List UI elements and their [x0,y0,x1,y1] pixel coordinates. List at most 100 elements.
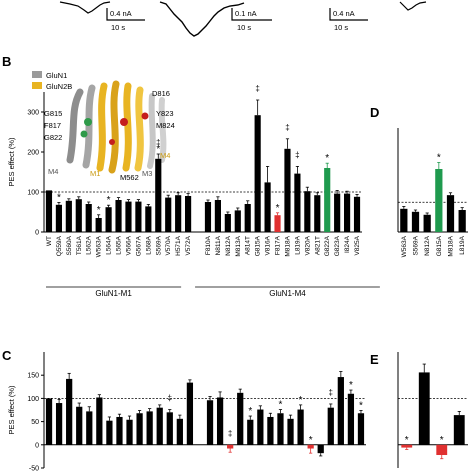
bar-b-25 [294,173,301,232]
y-tick-label-b-1: 100 [27,190,39,197]
bar-b-5 [95,218,102,232]
dagger-marker-c-12: ‡ [168,394,172,403]
dagger-marker-c-28: ‡ [329,388,333,397]
helix-label-m1: M1 [90,169,100,178]
bar-c-10 [146,411,153,445]
bar-b-24 [284,148,291,232]
x-tick-label-b-21: G815A [255,235,262,256]
scalebar-1-time: 10 s [111,23,125,32]
bar-b-26 [304,191,311,232]
star-marker-b-6: * [107,195,111,206]
x-tick-label-b-24: M818A [284,235,291,256]
bar-d-5 [458,210,466,232]
bar-e-1 [418,372,430,445]
chart-panel-d: W563A S569A N812A * G815A M818A L819A [397,128,468,257]
panel-label-b: B [2,54,11,69]
x-tick-label-b-10: L568A [145,235,152,254]
bar-c-0 [45,398,53,445]
scalebar-3-current: 0.4 nA [333,9,355,18]
bar-c-3 [76,406,83,445]
bar-c-23 [277,413,284,445]
scalebar-2-current: 0.1 nA [235,9,257,18]
x-tick-label-b-17: N811A [215,235,222,255]
bar-b-16 [204,202,212,232]
star-marker-c-23: * [279,400,283,411]
dagger-marker-b-11: ‡ [156,138,160,147]
x-tick-label-d-1: S569A [413,235,420,255]
residue-label-g815: G815 [44,109,62,118]
bar-b-22 [264,182,271,232]
legend-swatch-glun2b [32,82,42,89]
chart-panel-e: * * [397,352,468,468]
legend-label-glun2b: GluN2B [46,82,72,91]
bar-b-10 [145,206,152,232]
helix-label-m3: M3 [142,169,152,178]
panel-label-c: C [2,348,12,363]
y-tick-label-c-2: 50 [31,419,39,426]
x-tick-label-b-18: N812A [225,235,232,256]
scalebar-2 [231,8,272,21]
x-tick-label-b-27: A821T [314,236,321,255]
residue-label-d816: D816 [152,89,170,98]
bar-b-17 [214,200,221,232]
bar-b-4 [85,204,92,232]
bar-b-1 [55,204,62,232]
y-tick-label-b-3: 300 [27,110,39,117]
bar-e-0 [401,444,413,448]
bar-c-6 [106,420,113,445]
x-tick-label-b-14: V572A [185,235,192,255]
star-marker-b-1: * [57,192,61,203]
bar-c-16 [206,400,214,445]
legend-label-glun1: GluN1 [46,71,67,80]
x-tick-label-b-3: T561A [76,235,83,255]
y-tick-label-c-1: 0 [35,442,39,449]
bar-b-13 [175,195,182,232]
bar-b-2 [65,200,72,232]
y-tick-label-b-0: 0 [35,230,39,237]
x-tick-label-b-5: W563A [96,235,103,257]
bar-b-3 [75,199,82,232]
bar-c-1 [55,403,63,445]
scalebar-3 [329,8,368,21]
bar-b-29 [334,193,341,232]
bar-c-9 [136,413,143,445]
bar-b-8 [125,201,132,232]
scalebar-1 [106,8,145,21]
bar-b-20 [244,204,251,232]
x-tick-label-b-8: V566A [125,235,132,255]
x-tick-label-b-11: S569A [155,235,162,255]
x-tick-label-b-28: G822A [324,235,331,256]
x-tick-label-b-22: V816A [265,235,272,255]
x-tick-label-d-5: L819A [459,235,466,254]
bar-d-2 [423,214,431,232]
x-tick-label-b-25: L819A [294,235,301,254]
x-tick-label-b-16: F810A [205,235,212,255]
star-marker-e-2: * [440,435,444,446]
star-marker-b-11: * [156,144,160,155]
x-tick-label-b-20: A814T [245,236,252,255]
chart-panel-b: 0 100 200 300 PES effect (%) WT * Q559A S560A T56… [7,84,380,298]
x-tick-label-d-2: N812A [424,235,431,256]
dagger-marker-c-18: ‡ [228,429,232,438]
bar-d-3 [435,169,443,232]
residue-label-m824: M824 [156,121,175,130]
star-marker-e-0: * [405,435,409,446]
x-tick-label-b-9: G567A [135,235,142,256]
residue-label-y823: Y823 [156,109,174,118]
bar-c-22 [267,416,274,445]
bar-b-11 [155,158,162,232]
helix-label-m4-right: M4 [160,151,170,160]
bar-c-5 [96,397,103,445]
bar-c-8 [126,419,133,445]
trace-1 [59,1,111,14]
group-label-b-0: GluN1-M1 [95,289,132,298]
dagger-marker-b-25: ‡ [295,150,299,159]
x-tick-label-b-0: WT [46,236,53,246]
bar-c-12 [166,412,173,445]
bar-c-2 [66,378,73,445]
star-marker-c-26: * [309,435,313,446]
scalebar-1-current: 0.4 nA [110,9,132,18]
star-marker-b-23: * [276,203,280,214]
